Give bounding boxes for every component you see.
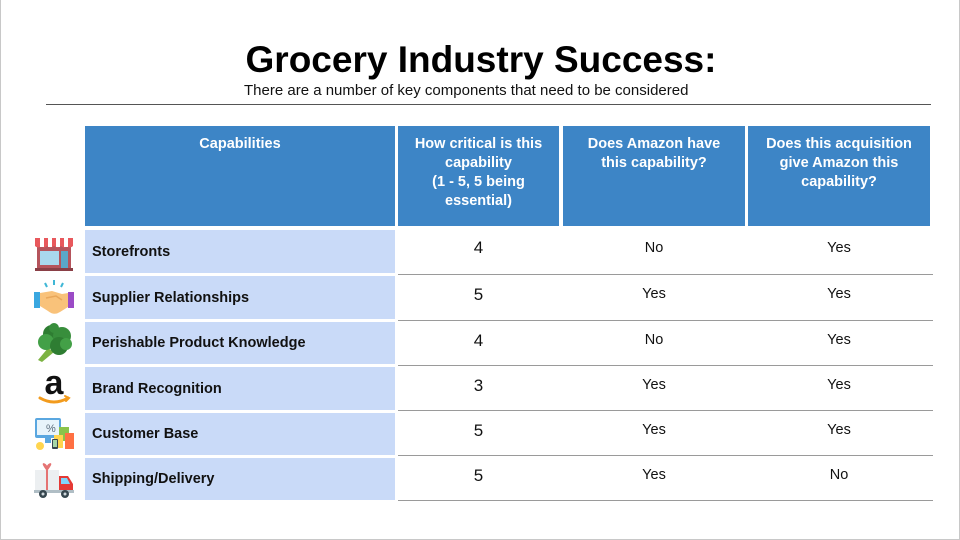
handshake-icon xyxy=(32,278,76,318)
capability-cell: Customer Base xyxy=(85,413,395,455)
capability-cell: Perishable Product Knowledge xyxy=(85,322,395,364)
header-text: this capability? xyxy=(601,155,707,171)
criticality-value: 4 xyxy=(473,238,484,257)
amazon-logo-icon: a xyxy=(32,366,76,406)
acquisition-gives-value: Yes xyxy=(827,377,851,393)
header-text: give Amazon this xyxy=(779,155,899,171)
svg-text:%: % xyxy=(46,423,56,435)
acquisition-gives-value: No xyxy=(829,467,849,483)
criticality-value: 4 xyxy=(473,331,484,350)
criticality-value: 5 xyxy=(473,285,484,304)
title-divider xyxy=(46,104,931,105)
header-acquisition-gives: Does this acquisition give Amazon this c… xyxy=(748,126,930,226)
criticality-value: 5 xyxy=(473,466,484,485)
criticality-value: 3 xyxy=(473,376,484,395)
online-shopping-icon: % xyxy=(32,413,76,453)
header-text: capability xyxy=(445,155,512,171)
svg-text:a: a xyxy=(45,366,65,402)
capability-cell: Brand Recognition xyxy=(85,367,395,410)
amazon-has-value: Yes xyxy=(642,422,666,438)
acquisition-gives-value: Yes xyxy=(827,422,851,438)
header-text: capability? xyxy=(801,174,877,190)
capability-cell: Storefronts xyxy=(85,230,395,273)
header-text: (1 - 5, 5 being xyxy=(432,174,525,190)
row-divider xyxy=(398,455,933,456)
slide-subtitle: There are a number of key components tha… xyxy=(244,82,689,99)
header-criticality: How critical is this capability (1 - 5, … xyxy=(398,126,559,226)
header-amazon-has: Does Amazon have this capability? xyxy=(563,126,745,226)
header-text: essential) xyxy=(445,193,512,209)
capability-cell: Shipping/Delivery xyxy=(85,458,395,500)
header-text: Does this acquisition xyxy=(766,136,912,152)
row-divider xyxy=(398,410,933,411)
acquisition-gives-value: Yes xyxy=(827,286,851,302)
row-divider xyxy=(398,274,933,275)
storefront-icon xyxy=(32,234,76,274)
row-divider xyxy=(398,320,933,321)
header-capabilities: Capabilities xyxy=(85,126,395,226)
header-text: Does Amazon have xyxy=(587,136,721,152)
capability-cell: Supplier Relationships xyxy=(85,276,395,319)
amazon-has-value: No xyxy=(644,240,664,256)
header-text: How critical is this xyxy=(414,136,543,152)
acquisition-gives-value: Yes xyxy=(827,332,851,348)
broccoli-icon xyxy=(32,322,76,362)
amazon-has-value: Yes xyxy=(642,286,666,302)
row-divider xyxy=(398,365,933,366)
slide-title: Grocery Industry Success: xyxy=(245,39,717,80)
header-text: Capabilities xyxy=(199,136,281,152)
row-divider xyxy=(398,500,933,501)
amazon-has-value: Yes xyxy=(642,467,666,483)
criticality-value: 5 xyxy=(473,421,484,440)
amazon-has-value: No xyxy=(644,332,664,348)
amazon-has-value: Yes xyxy=(642,377,666,393)
acquisition-gives-value: Yes xyxy=(827,240,851,256)
delivery-truck-icon xyxy=(32,460,76,500)
